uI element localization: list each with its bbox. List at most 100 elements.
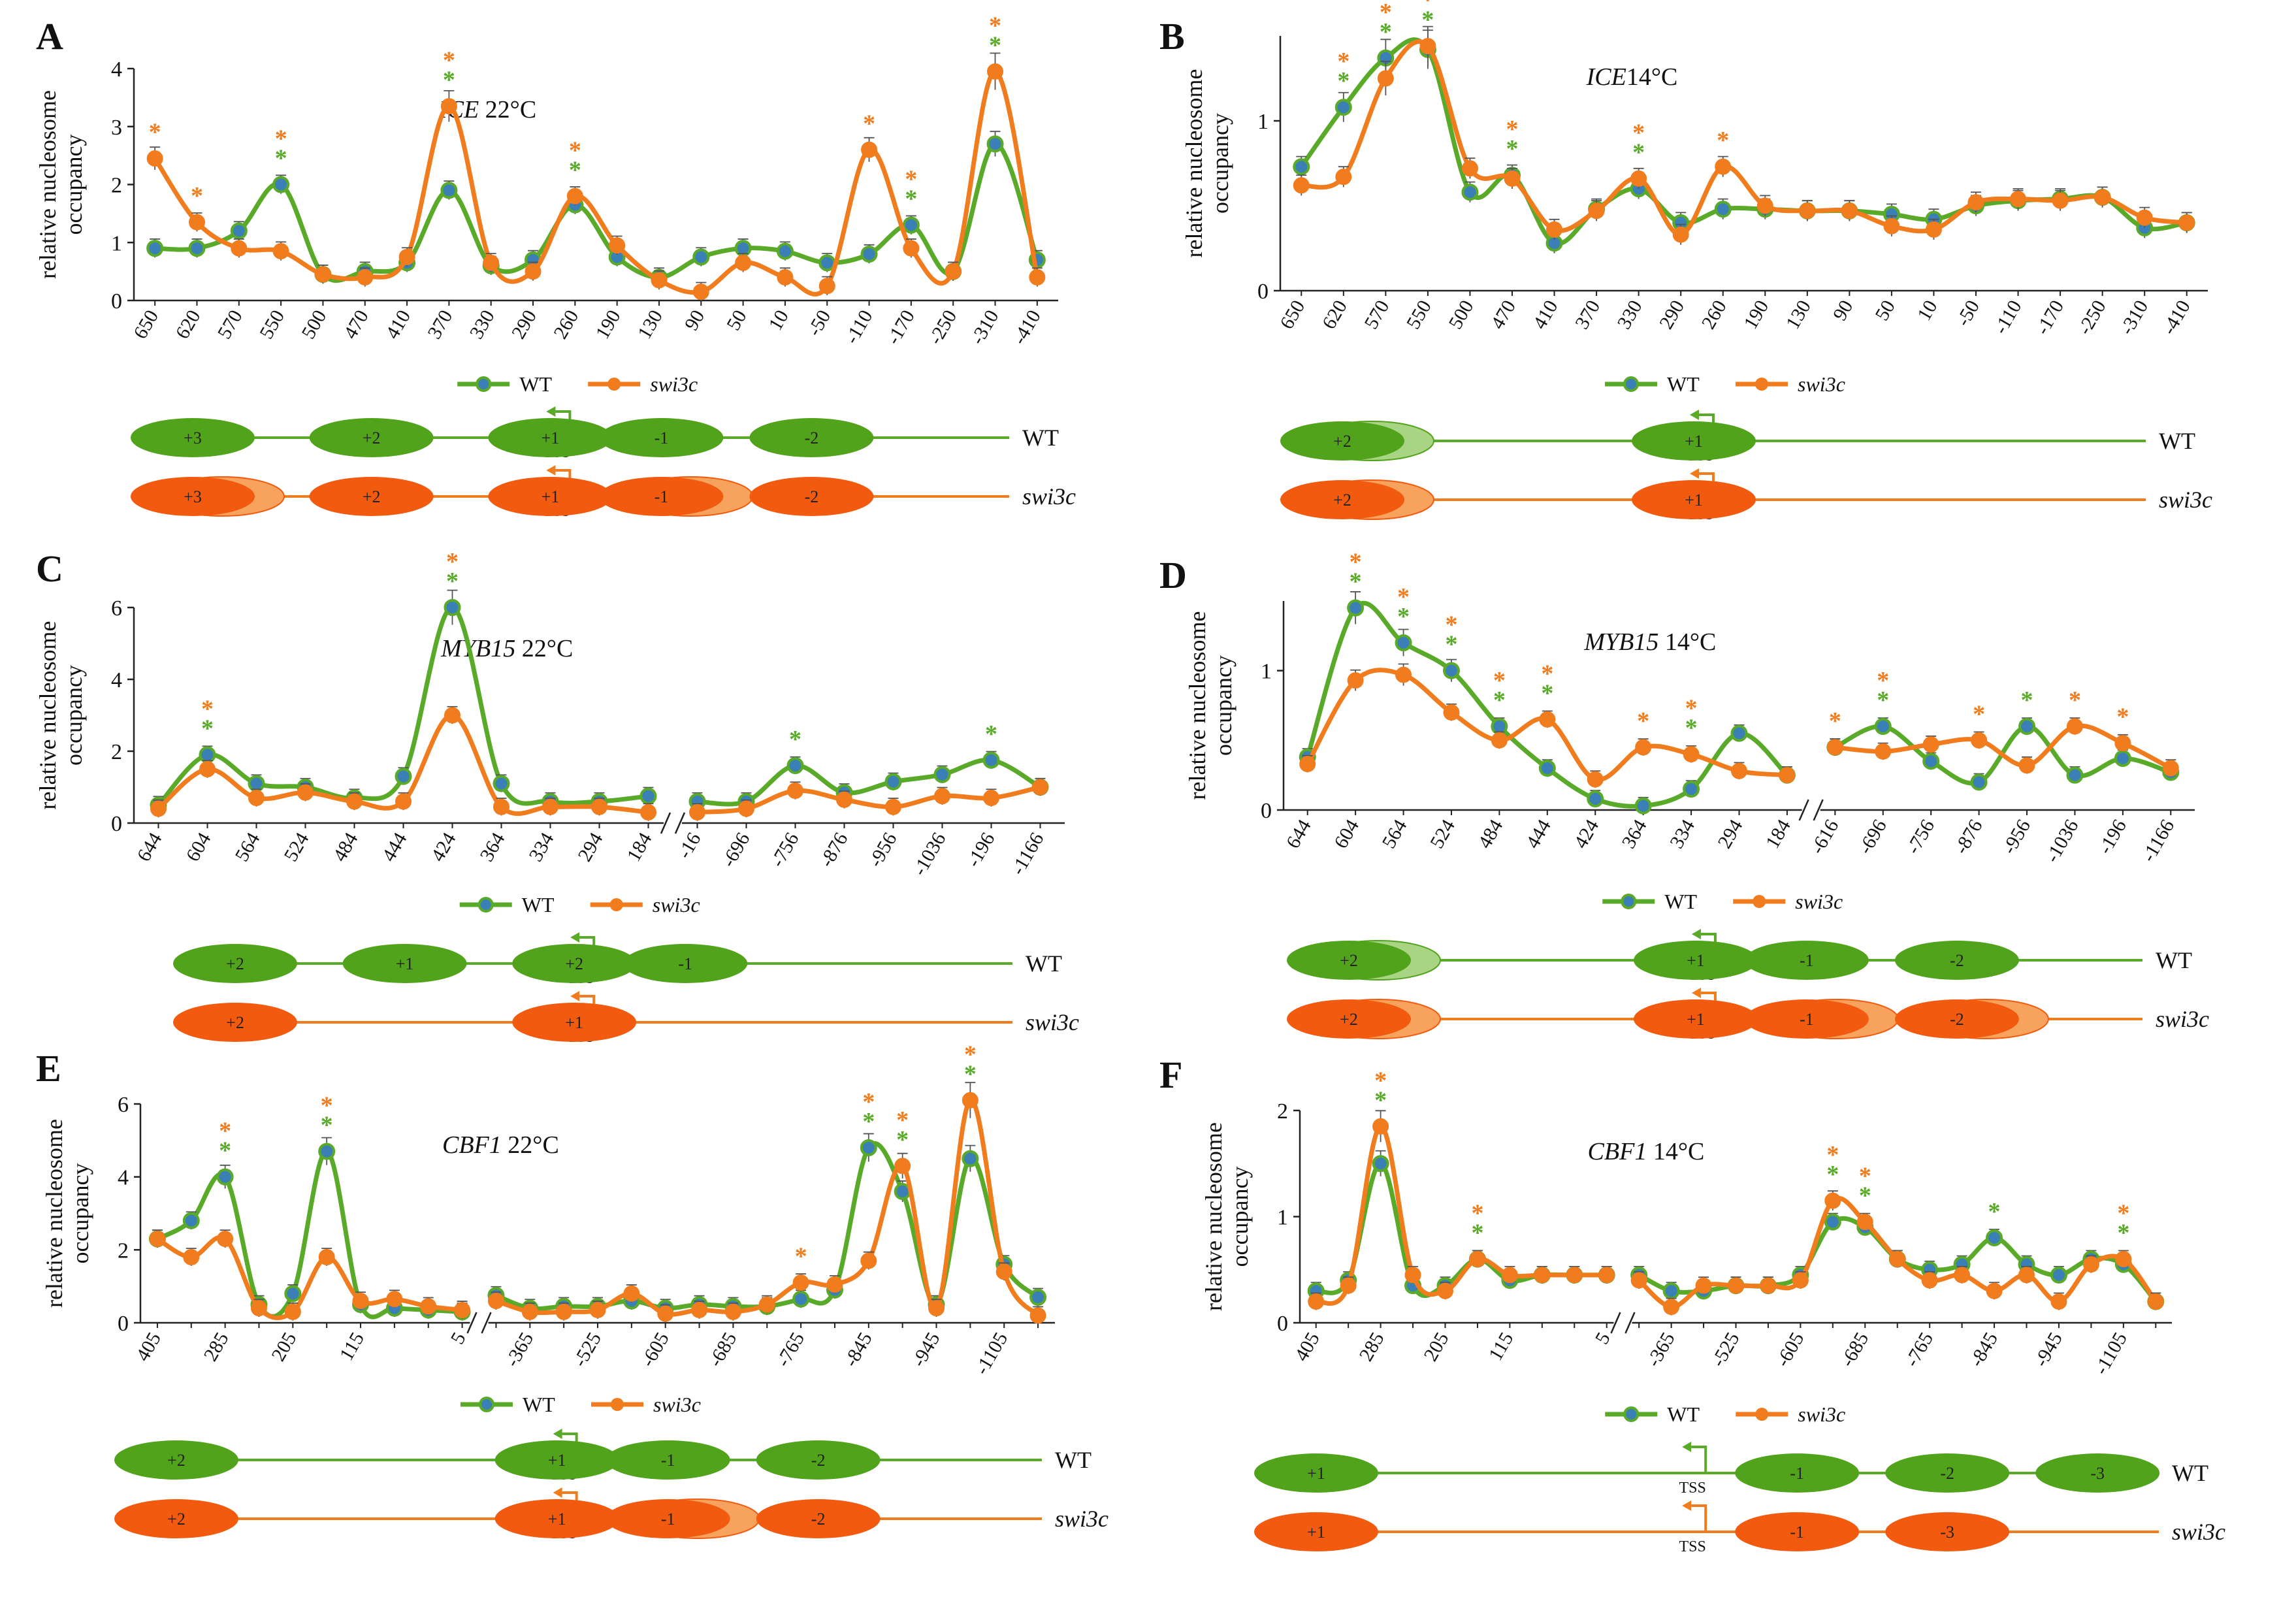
data-point-swi3c: [1925, 221, 1942, 238]
x-tick-label: -110: [1990, 297, 2026, 338]
data-point-swi3c: [149, 1231, 166, 1248]
nucleosome-label: +1: [1685, 432, 1703, 451]
data-point-swi3c: [1715, 158, 1732, 175]
data-point-wt: [792, 1290, 810, 1308]
x-tick-label: 484: [329, 829, 362, 865]
x-tick-label: 564: [231, 829, 264, 865]
data-point-swi3c: [1534, 1267, 1551, 1284]
panel-letter: C: [36, 547, 63, 590]
significance-star-wt: *: [1685, 715, 1698, 742]
data-point-swi3c: [1883, 218, 1900, 235]
data-point-swi3c: [352, 1293, 369, 1309]
x-tick-label: -250: [924, 306, 961, 348]
nucleosome-label: -3: [2090, 1464, 2105, 1483]
series-line-wt: [155, 141, 1040, 283]
nucleosome: [623, 944, 748, 983]
y-axis-label: occupancy: [1210, 655, 1237, 756]
x-tick-label: 644: [1282, 816, 1316, 852]
chart-title-gene: CBF1: [1588, 1138, 1647, 1165]
panel-letter: F: [1159, 1054, 1182, 1096]
x-tick-label: -50: [1952, 297, 1984, 330]
significance-star-wt: *: [446, 568, 459, 595]
x-tick-label: 620: [1318, 297, 1351, 332]
nucleosome: [2035, 1453, 2160, 1493]
data-point-swi3c: [1731, 762, 1747, 779]
row-label-wt: WT: [2172, 1460, 2208, 1486]
axis-break-mark: [466, 1312, 477, 1334]
x-tick-label: 550: [1402, 297, 1436, 332]
nucleosome-label: +2: [1333, 432, 1351, 451]
data-point-swi3c: [1419, 38, 1436, 55]
data-point-swi3c: [983, 790, 999, 806]
significance-star-swi3c: *: [1632, 119, 1645, 146]
nucleosome: [606, 1499, 730, 1538]
x-tick-label: 130: [1782, 297, 1815, 332]
nucleosome: [1894, 999, 2019, 1039]
data-point-wt: [1634, 797, 1652, 815]
data-point-swi3c: [1663, 1299, 1680, 1316]
significance-star-swi3c: *: [321, 1092, 333, 1120]
significance-star-swi3c: *: [2117, 1200, 2129, 1227]
data-point-swi3c: [1986, 1282, 2003, 1299]
nucleosome: [749, 418, 874, 457]
data-point-swi3c: [1029, 1307, 1046, 1324]
data-point-swi3c: [1695, 1277, 1712, 1294]
x-tick-label: 115: [1485, 1329, 1518, 1365]
nucleosome-label: -2: [811, 1451, 826, 1470]
tss-arrow-head: [1682, 1442, 1692, 1452]
diagram-row-wt: TSS+3+2+1-1-2WT: [131, 406, 1059, 461]
significance-star-wt: *: [2021, 687, 2033, 714]
significance-star-swi3c: *: [1973, 700, 1985, 728]
x-tick-label: -685: [704, 1329, 741, 1370]
nucleosome: [1885, 1512, 2010, 1551]
x-tick-label: 5: [447, 1329, 470, 1348]
x-tick-label: 524: [1426, 816, 1459, 852]
x-tick-label: -1036: [909, 829, 950, 879]
y-tick-label: 4: [111, 668, 122, 692]
data-point-swi3c: [1340, 1277, 1357, 1294]
row-label-wt: WT: [1022, 425, 1059, 451]
data-point-wt: [444, 599, 461, 616]
significance-star-swi3c: *: [1541, 660, 1553, 687]
significance-star-swi3c: *: [1685, 695, 1698, 722]
data-point-wt: [1442, 662, 1460, 679]
data-point-wt: [1730, 724, 1748, 742]
data-point-swi3c: [609, 237, 626, 254]
tss-arrow-head: [570, 991, 580, 1001]
x-tick-label: 90: [681, 306, 709, 334]
significance-star-swi3c: *: [1445, 611, 1457, 639]
nucleosome: [173, 1003, 297, 1042]
nucleosome: [1287, 941, 1411, 980]
data-point-swi3c: [1588, 202, 1605, 219]
y-tick-label: 0: [118, 1312, 129, 1336]
data-point-swi3c: [318, 1249, 335, 1265]
nucleosome-label: +1: [1687, 1010, 1705, 1029]
tss-arrow-head: [553, 1429, 562, 1439]
legend-marker-swi3c: [611, 1398, 624, 1411]
panel-letter: A: [36, 15, 63, 57]
x-tick-label: -410: [2158, 297, 2195, 338]
significance-star-swi3c: *: [1374, 1067, 1387, 1094]
data-point-swi3c: [826, 1276, 843, 1293]
data-point-wt: [1662, 1282, 1680, 1300]
diagram-row-wt: TSS +1 -1 -2 -3 WT: [1254, 1442, 2208, 1497]
significance-star-wt: *: [862, 1108, 875, 1135]
data-point-wt: [493, 775, 510, 792]
nucleosome: [1632, 480, 1756, 519]
data-point-swi3c: [1856, 1214, 1873, 1231]
data-point-swi3c: [860, 1252, 877, 1269]
data-point-wt: [230, 222, 248, 240]
data-point-swi3c: [1469, 1251, 1486, 1267]
y-tick-label: 4: [111, 57, 122, 82]
significance-star-swi3c: *: [1397, 583, 1410, 611]
x-tick-label: -845: [1965, 1329, 2002, 1370]
data-point-swi3c: [1587, 771, 1604, 788]
nucleosome: [1735, 1453, 1860, 1493]
nucleosome: [114, 1440, 238, 1480]
data-point-swi3c: [903, 240, 920, 257]
x-tick-label: -1036: [2041, 816, 2083, 866]
data-point-swi3c: [146, 150, 163, 167]
data-point-swi3c: [1491, 732, 1508, 749]
nucleosome: [1633, 941, 1758, 980]
